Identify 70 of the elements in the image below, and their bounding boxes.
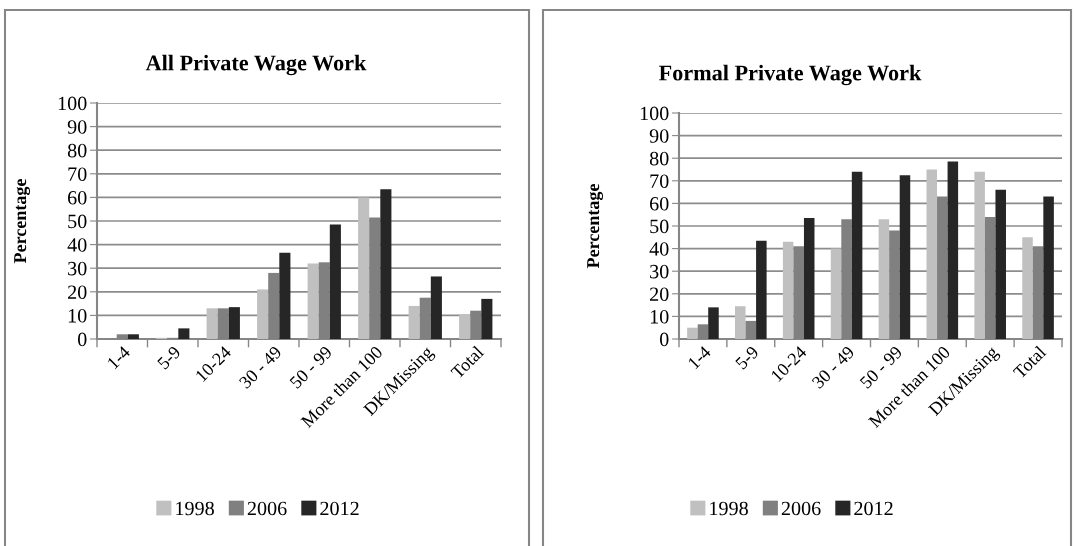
y-tick-label: 40 <box>649 242 669 256</box>
y-tick-label: 20 <box>68 285 87 299</box>
bar <box>830 248 842 339</box>
bar <box>1043 196 1054 339</box>
legend-label: 1998 <box>710 501 748 516</box>
y-axis-title: Percentage <box>587 184 603 269</box>
legend-label: 2012 <box>854 501 893 516</box>
y-tick-label: 0 <box>659 332 669 347</box>
bar <box>228 307 240 339</box>
y-tick-label: 60 <box>650 196 669 211</box>
y-tick-label: 80 <box>67 143 87 158</box>
x-tick-label: 5-9 <box>734 345 760 370</box>
bar <box>257 289 269 339</box>
chart-title: Formal Private Wage Work <box>659 64 922 86</box>
bar <box>926 169 938 339</box>
y-tick-label: 40 <box>67 238 87 252</box>
y-tick-label: 50 <box>68 214 87 229</box>
y-tick-label: 100 <box>640 106 669 121</box>
y-tick-label: 30 <box>650 264 669 279</box>
y-tick-label: 90 <box>649 129 669 143</box>
bar <box>307 263 319 339</box>
y-tick-label: 30 <box>68 261 87 276</box>
y-axis-title: Percentage <box>14 179 30 264</box>
x-tick-label: 5-9 <box>156 345 182 370</box>
y-tick-label: 90 <box>67 120 87 134</box>
bar <box>974 171 985 339</box>
legend-label: 2006 <box>247 501 287 516</box>
y-tick-label: 20 <box>650 287 669 301</box>
bar <box>430 276 442 339</box>
bar <box>899 175 911 339</box>
bar <box>782 241 794 339</box>
bar <box>851 171 863 339</box>
x-tick-label: 1-4 <box>106 345 131 370</box>
bar <box>178 328 190 339</box>
y-tick-label: 0 <box>77 332 87 347</box>
y-tick-label: 60 <box>68 190 87 205</box>
y-tick-label: 50 <box>650 219 669 234</box>
x-tick-label: 50 - 99 <box>859 345 903 389</box>
bar <box>279 252 291 339</box>
chart-title: All Private Wage Work <box>145 54 367 76</box>
y-tick-label: 70 <box>68 167 87 181</box>
bar <box>1022 237 1033 339</box>
x-tick-label: 50 - 99 <box>289 345 333 389</box>
bar <box>995 189 1006 339</box>
bar <box>947 161 959 339</box>
bar <box>459 314 471 339</box>
bar <box>481 298 493 339</box>
bar <box>127 334 139 339</box>
bar <box>358 197 370 339</box>
bar <box>756 240 767 339</box>
x-tick-label: 30 - 49 <box>811 345 856 390</box>
bar <box>735 306 746 339</box>
y-tick-label: 100 <box>58 96 87 111</box>
bar <box>329 224 341 339</box>
bar <box>708 307 719 339</box>
bar <box>206 308 218 339</box>
y-tick-label: 70 <box>650 174 669 188</box>
x-tick-label: 30 - 49 <box>238 345 283 390</box>
bar <box>803 218 815 339</box>
x-tick-label: 1-4 <box>687 345 712 370</box>
bar <box>878 219 890 339</box>
y-tick-label: 80 <box>649 151 669 166</box>
bar <box>408 305 420 339</box>
legend-label: 1998 <box>176 501 214 516</box>
legend-label: 2012 <box>320 501 359 516</box>
y-tick-label: 10 <box>650 309 669 324</box>
legend-label: 2006 <box>781 501 821 516</box>
bar <box>687 327 698 339</box>
y-tick-label: 10 <box>68 308 87 323</box>
bar <box>380 189 392 339</box>
